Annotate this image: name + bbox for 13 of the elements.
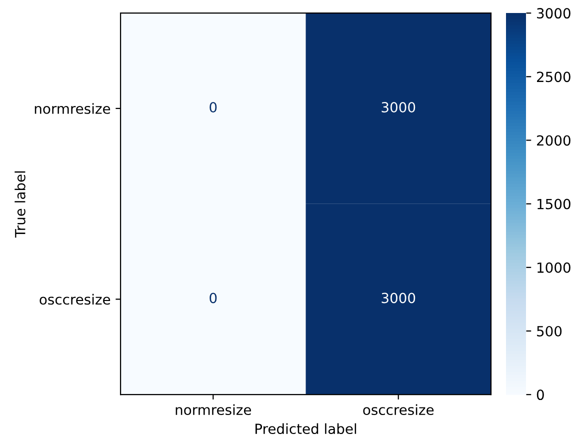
- x-axis-title: Predicted label: [256, 423, 356, 434]
- color-bar-label: 0: [536, 390, 544, 400]
- color-bar-label: 1000: [538, 262, 570, 273]
- y-axis-title: True label: [14, 171, 26, 238]
- data-label: 3000: [382, 292, 416, 304]
- data-label: 3000: [382, 102, 416, 112]
- color-bar-label: 2500: [537, 72, 570, 82]
- color-bar-label: 2000: [537, 135, 570, 146]
- data-label: 0: [210, 292, 217, 304]
- color-bar-label: 1500: [538, 198, 570, 210]
- color-bar-label: 3000: [537, 8, 570, 19]
- color-bar-label: 500: [537, 326, 562, 336]
- data-label: 0: [210, 102, 217, 112]
